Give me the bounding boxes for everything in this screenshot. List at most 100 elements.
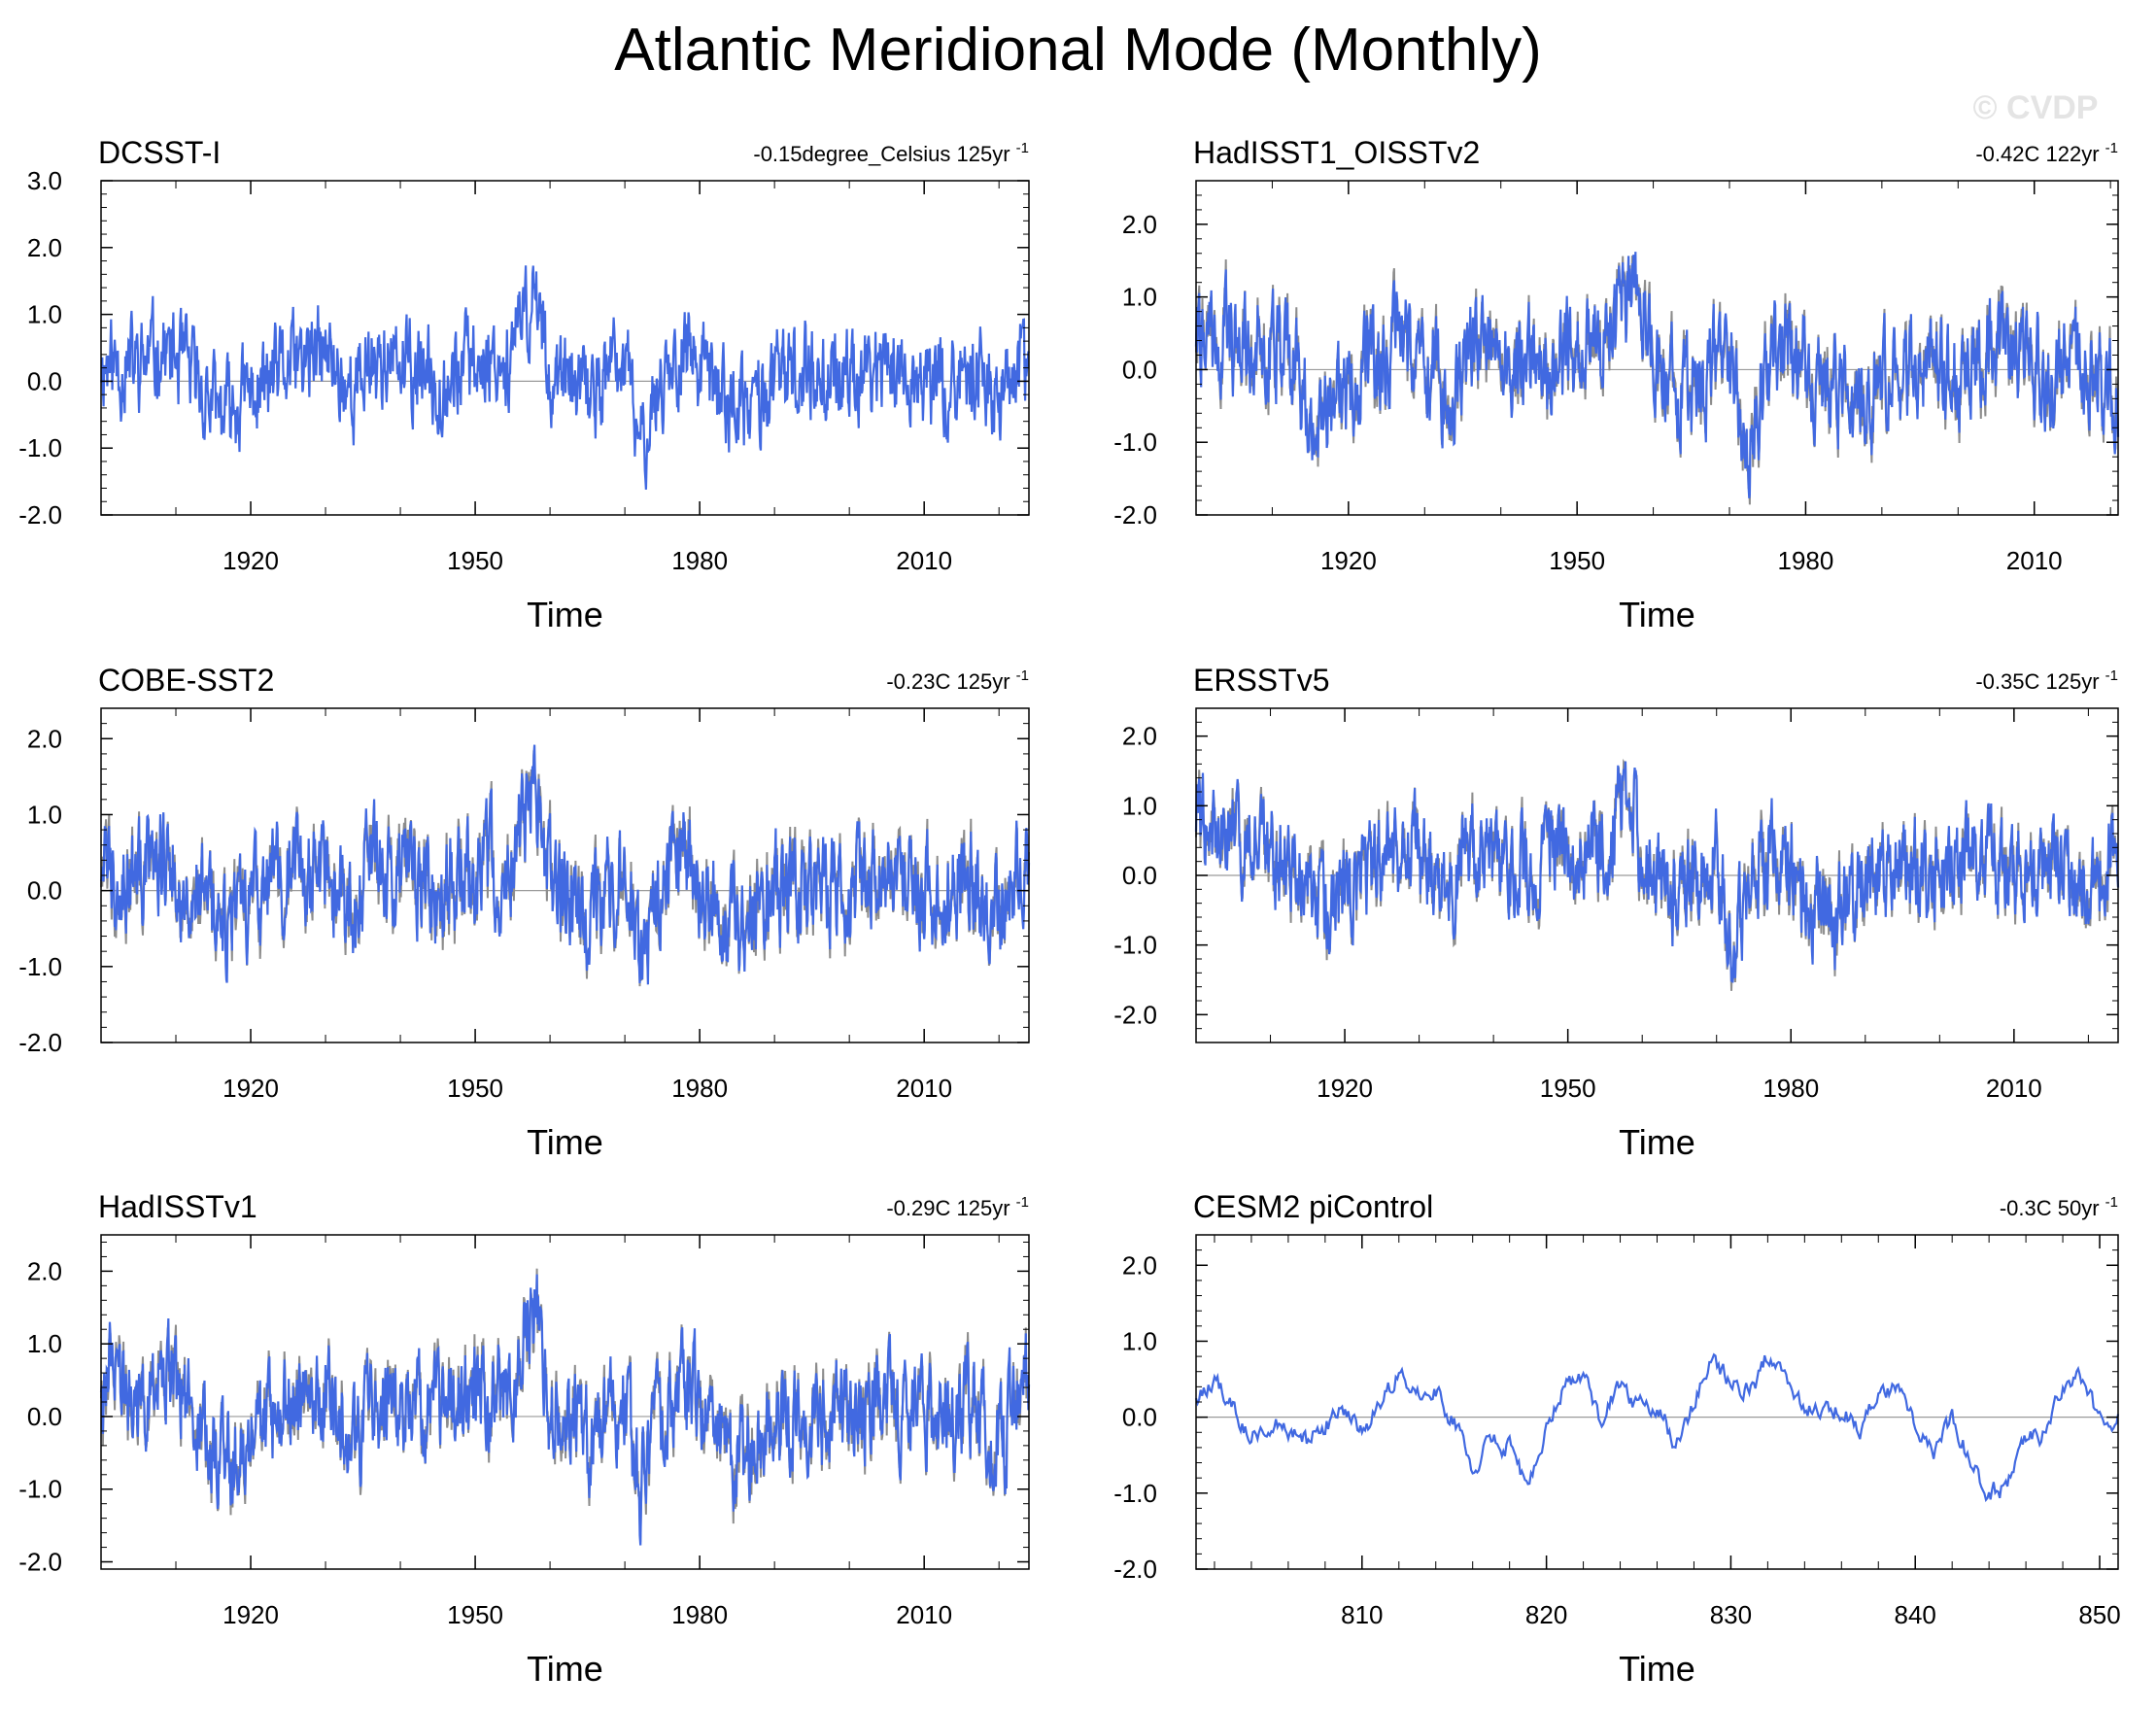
y-tick-label: 2.0 <box>27 724 62 753</box>
y-tick-label: 0.0 <box>27 876 62 906</box>
x-axis-label: Time <box>1619 595 1695 634</box>
x-tick-label: 810 <box>1341 1600 1383 1629</box>
y-tick-label: 3.0 <box>27 166 62 195</box>
y-tick-label: -1.0 <box>1113 427 1157 457</box>
x-tick-label: 1920 <box>1320 546 1377 575</box>
y-tick-label: -2.0 <box>18 500 62 530</box>
y-tick-label: -1.0 <box>1113 1479 1157 1508</box>
x-tick-label: 1950 <box>447 1600 503 1629</box>
x-tick-label: 1980 <box>1778 546 1834 575</box>
x-tick-label: 1950 <box>1540 1074 1596 1103</box>
y-tick-label: 2.0 <box>1122 1250 1157 1280</box>
y-tick-label: 0.0 <box>27 1402 62 1431</box>
series-line <box>1194 252 2120 498</box>
y-tick-label: 0.0 <box>1122 1403 1157 1432</box>
x-axis-label: Time <box>527 1122 603 1162</box>
chart-panel: HadISSTv1 -0.29C 125yr -1 -2.0 -1.0 0.0 1.0 2.… <box>18 1189 1031 1689</box>
series-line <box>99 1274 1031 1546</box>
y-tick-label: -1.0 <box>18 433 62 462</box>
trend-label: -0.15degree_Celsius 125yr -1 <box>753 140 1029 166</box>
x-tick-label: 850 <box>2078 1600 2120 1629</box>
trend-exponent: -1 <box>1016 667 1029 684</box>
cvdp-watermark: © CVDP <box>1972 89 2099 126</box>
series-line <box>99 744 1031 985</box>
chart-panel: ERSSTv5 -0.35C 125yr -1 -2.0 -1.0 0.0 1.0 2.0 1… <box>1113 663 2120 1162</box>
trend-label: -0.42C 122yr -1 <box>1975 140 2118 166</box>
x-tick-label: 840 <box>1895 1600 1936 1629</box>
x-tick-label: 1920 <box>1317 1074 1373 1103</box>
plot-frame <box>100 180 1030 516</box>
x-tick-label: 1980 <box>671 1600 728 1629</box>
trend-exponent: -1 <box>2105 667 2118 684</box>
series-line <box>99 265 1031 490</box>
y-tick-label: 1.0 <box>1122 1326 1157 1355</box>
trend-label: -0.3C 50yr -1 <box>2000 1194 2118 1220</box>
observed-series-line <box>100 1268 1030 1543</box>
y-tick-label: 2.0 <box>27 233 62 262</box>
series-line <box>1194 1352 2120 1503</box>
y-tick-label: 1.0 <box>27 800 62 829</box>
x-tick-label: 1920 <box>222 546 279 575</box>
y-tick-label: -1.0 <box>18 952 62 981</box>
x-tick-label: 2010 <box>896 1074 952 1103</box>
x-tick-label: 1980 <box>671 1074 728 1103</box>
x-tick-label: 1950 <box>447 1074 503 1103</box>
x-tick-label: 1950 <box>447 546 503 575</box>
x-axis-label: Time <box>1619 1649 1695 1689</box>
chart-panel: HadISST1_OISSTv2 -0.42C 122yr -1 -2.0 -1.0 0… <box>1113 135 2120 634</box>
plot-frame <box>1195 180 2119 516</box>
y-tick-label: 1.0 <box>27 1329 62 1358</box>
panel-title: CESM2 piControl <box>1193 1189 1433 1224</box>
y-tick-label: 0.0 <box>27 366 62 395</box>
y-tick-label: 2.0 <box>1122 210 1157 239</box>
figure-title: Atlantic Meridional Mode (Monthly) <box>614 17 1542 84</box>
series-line <box>1194 761 2120 983</box>
chart-panel: COBE-SST2 -0.23C 125yr -1 -2.0 -1.0 0.0 1.0 2.… <box>18 663 1031 1162</box>
panel-title: HadISST1_OISSTv2 <box>1193 135 1480 170</box>
x-axis-label: Time <box>527 595 603 634</box>
y-tick-label: -2.0 <box>1113 1000 1157 1029</box>
trend-exponent: -1 <box>2105 1194 2118 1211</box>
x-axis-label: Time <box>527 1649 603 1689</box>
x-tick-label: 2010 <box>1986 1074 2042 1103</box>
y-tick-label: -2.0 <box>18 1028 62 1057</box>
panel-title: HadISSTv1 <box>98 1189 257 1224</box>
panel-title: DCSST-I <box>98 135 221 170</box>
plot-frame <box>1195 1234 2119 1570</box>
x-tick-label: 1920 <box>222 1074 279 1103</box>
x-tick-label: 830 <box>1710 1600 1752 1629</box>
x-tick-label: 820 <box>1525 1600 1567 1629</box>
x-axis-label: Time <box>1619 1122 1695 1162</box>
panel-title: ERSSTv5 <box>1193 663 1329 698</box>
y-tick-label: -2.0 <box>1113 1555 1157 1584</box>
trend-exponent: -1 <box>1016 140 1029 156</box>
y-tick-label: 0.0 <box>1122 861 1157 890</box>
x-tick-label: 2010 <box>2006 546 2063 575</box>
x-tick-label: 2010 <box>896 1600 952 1629</box>
y-tick-label: 0.0 <box>1122 355 1157 384</box>
y-tick-label: -1.0 <box>18 1475 62 1504</box>
y-tick-label: -2.0 <box>18 1548 62 1577</box>
chart-panel: DCSST-I -0.15degree_Celsius 125yr -1 -2.0 -… <box>18 135 1031 634</box>
x-tick-label: 1920 <box>222 1600 279 1629</box>
x-tick-label: 1980 <box>671 546 728 575</box>
chart-panel: CESM2 piControl -0.3C 50yr -1 -2.0 -1.0 0.0 1… <box>1113 1189 2121 1689</box>
y-tick-label: 2.0 <box>27 1256 62 1285</box>
trend-label: -0.35C 125yr -1 <box>1975 667 2118 694</box>
trend-exponent: -1 <box>2105 140 2118 156</box>
y-tick-label: 1.0 <box>1122 791 1157 820</box>
trend-label: -0.23C 125yr -1 <box>886 667 1029 694</box>
x-tick-label: 1980 <box>1762 1074 1819 1103</box>
plot-frame <box>100 1234 1030 1570</box>
x-tick-label: 1950 <box>1549 546 1605 575</box>
trend-exponent: -1 <box>1016 1194 1029 1211</box>
y-tick-label: -2.0 <box>1113 500 1157 530</box>
y-tick-label: 1.0 <box>27 300 62 329</box>
y-tick-label: -1.0 <box>1113 931 1157 960</box>
y-tick-label: 2.0 <box>1122 722 1157 751</box>
x-tick-label: 2010 <box>896 546 952 575</box>
panel-title: COBE-SST2 <box>98 663 274 698</box>
trend-label: -0.29C 125yr -1 <box>886 1194 1029 1220</box>
y-tick-label: 1.0 <box>1122 283 1157 312</box>
